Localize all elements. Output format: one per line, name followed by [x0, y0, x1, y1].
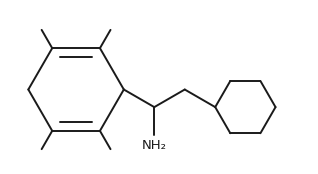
Text: NH₂: NH₂	[142, 139, 167, 152]
